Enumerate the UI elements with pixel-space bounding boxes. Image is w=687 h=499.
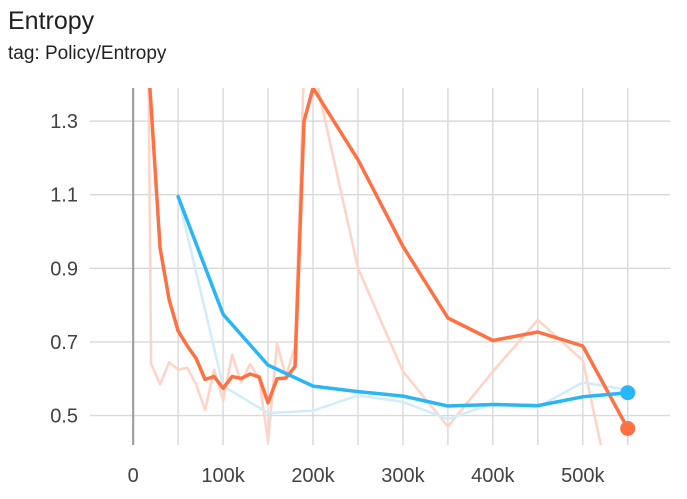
grid [90, 88, 670, 445]
y-tick-label: 0.7 [50, 332, 78, 354]
x-tick-label: 400k [471, 465, 515, 487]
y-tick-label: 1.1 [50, 185, 78, 207]
x-tick-label: 200k [291, 465, 335, 487]
chart-subtitle: tag: Policy/Entropy [8, 43, 167, 64]
y-tick-label: 0.9 [50, 258, 78, 280]
smoothed-series-line-1[interactable] [176, 194, 630, 408]
raw-series-line-1 [176, 196, 628, 421]
x-tick-label: 500k [561, 465, 605, 487]
y-axis-ticks: 0.5 0.7 0.9 1.1 1.3 [50, 111, 78, 427]
x-axis-ticks: 0 100k 200k 300k 400k 500k [128, 465, 606, 487]
x-tick-label: 300k [381, 465, 425, 487]
raw-series [147, 88, 628, 445]
last-point-marker-1[interactable] [620, 385, 636, 401]
y-tick-label: 0.5 [50, 406, 78, 428]
y-tick-label: 1.3 [50, 111, 78, 133]
raw-series-line-0 [147, 88, 603, 445]
x-tick-label: 0 [128, 465, 139, 487]
last-points[interactable] [620, 385, 636, 436]
smoothed-series-line-0[interactable] [148, 66, 630, 431]
smoothed-series [148, 66, 630, 431]
chart-title: Entropy [8, 7, 95, 35]
last-point-marker-0[interactable] [620, 420, 636, 436]
x-tick-label: 100k [201, 465, 245, 487]
